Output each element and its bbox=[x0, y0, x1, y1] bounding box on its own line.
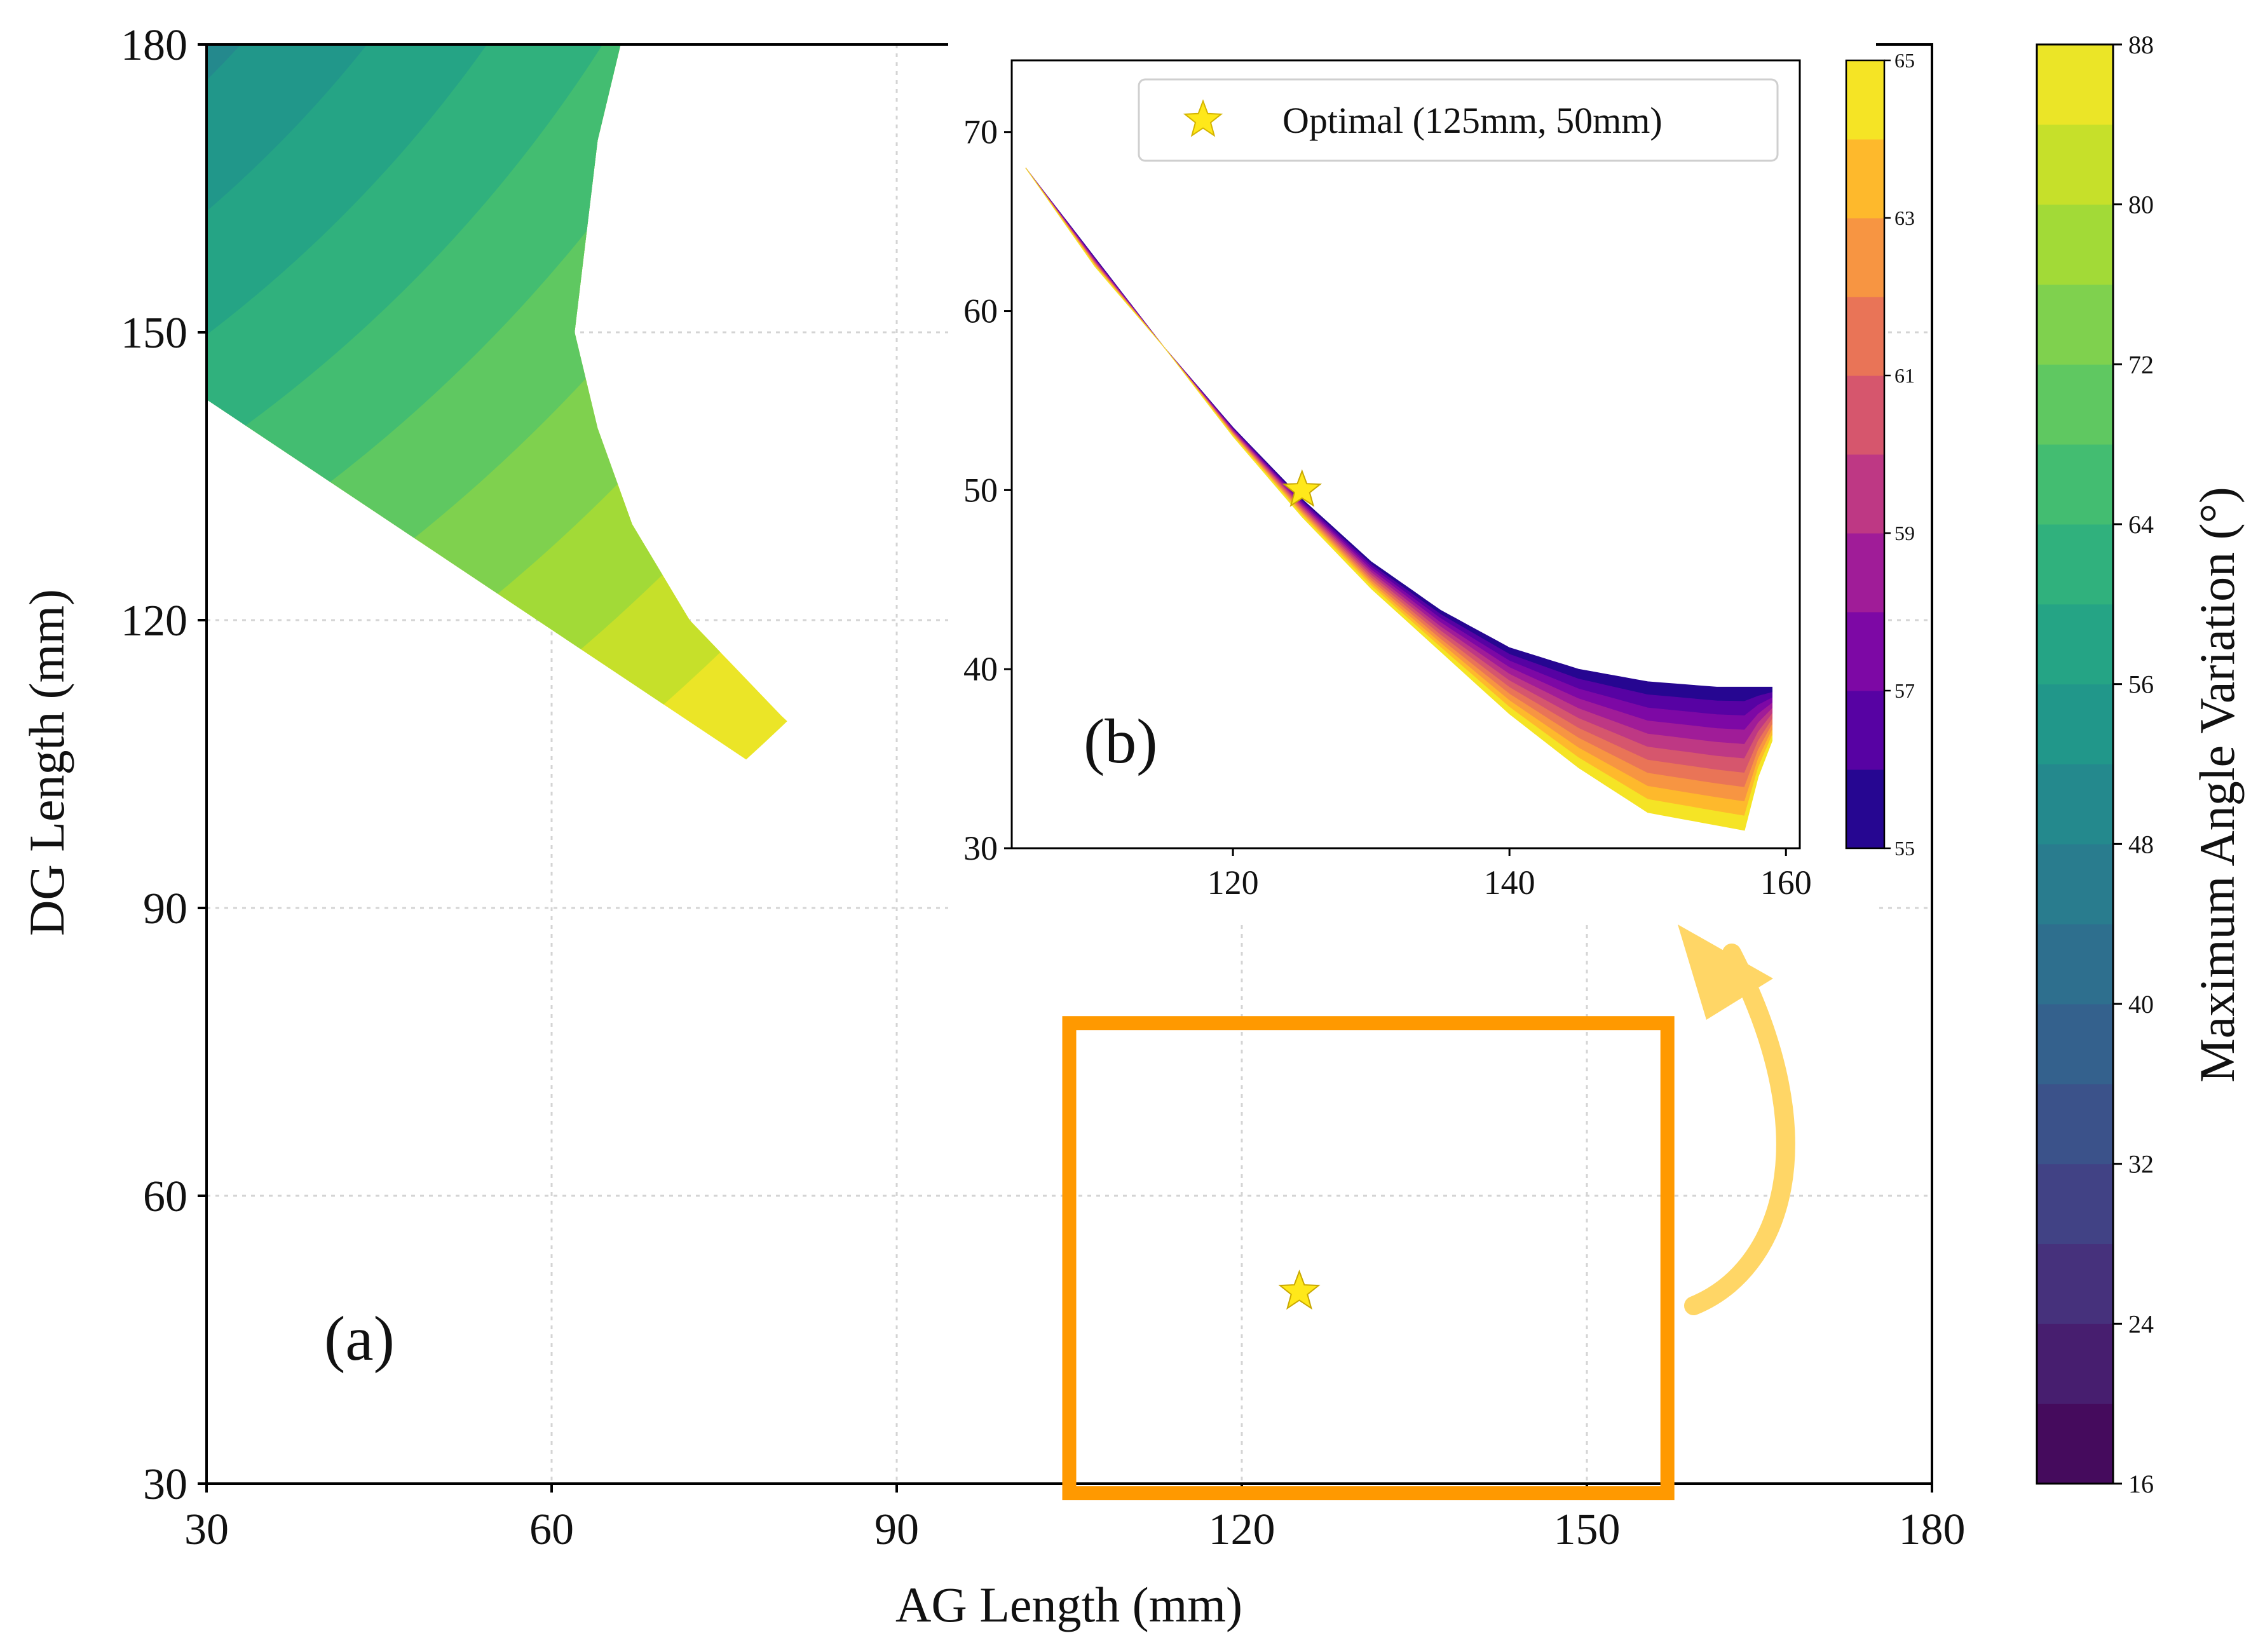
inset-colorbar-swatch bbox=[1846, 691, 1884, 770]
colorbar-swatch bbox=[2037, 124, 2113, 205]
inset-axes-frame bbox=[1010, 59, 1801, 850]
panel-label-a: (a) bbox=[324, 1303, 395, 1374]
inset-colorbar-swatch bbox=[1846, 454, 1884, 534]
colorbar-swatch bbox=[2037, 924, 2113, 1005]
y-tick-label: 180 bbox=[121, 21, 187, 70]
colorbar-swatch bbox=[2037, 1404, 2113, 1484]
colorbar-swatch bbox=[2037, 444, 2113, 525]
y-axis-label: DG Length (mm) bbox=[19, 589, 74, 936]
x-tick-label: 150 bbox=[1554, 1505, 1621, 1554]
inset-y-tick-label: 30 bbox=[963, 829, 998, 867]
highlight-box bbox=[1062, 1016, 1675, 1501]
y-tick-label: 30 bbox=[143, 1460, 187, 1509]
colorbar-tick-label: 80 bbox=[2128, 191, 2154, 219]
main-colorbar: 16 24 32 40 48 56 64 72 80 88 bbox=[2036, 30, 2154, 1498]
inset-contour-region bbox=[1025, 167, 1772, 831]
inset-contour-band bbox=[1025, 167, 1772, 831]
inset-colorbar-swatch bbox=[1846, 533, 1884, 613]
colorbar-tick-label: 48 bbox=[2128, 830, 2154, 858]
inset-y-tick-label: 50 bbox=[963, 471, 998, 509]
colorbar-tick-label: 64 bbox=[2128, 510, 2154, 539]
inset-colorbar-tick-label: 65 bbox=[1894, 49, 1915, 72]
panel-label-b: (b) bbox=[1084, 706, 1158, 776]
main-tick-marks: 30 60 90 120 150 180 30 60 90 120 150 180 bbox=[121, 21, 1966, 1554]
x-tick-label: 60 bbox=[529, 1505, 574, 1554]
inset-optimal-star-icon bbox=[1282, 469, 1323, 507]
inset-colorbar-tick-label: 55 bbox=[1894, 837, 1915, 860]
colorbar-swatch bbox=[2037, 1243, 2113, 1324]
colorbar-swatch bbox=[2037, 1004, 2113, 1085]
inset-colorbar-tick-label: 59 bbox=[1894, 522, 1915, 545]
colorbar-label: Maximum Angle Variation (°) bbox=[2189, 487, 2245, 1082]
optimal-star-icon bbox=[1278, 1269, 1321, 1310]
colorbar-tick-label: 16 bbox=[2128, 1470, 2154, 1498]
inset-tick-marks: 120 140 160 30 40 50 60 70 bbox=[963, 113, 1812, 902]
colorbar-swatch bbox=[2037, 524, 2113, 605]
inset-colorbar: 55 57 59 61 63 65 bbox=[1845, 49, 1915, 860]
colorbar-tick-label: 32 bbox=[2128, 1150, 2154, 1179]
inset-colorbar-tick-label: 63 bbox=[1894, 207, 1915, 229]
x-tick-label: 30 bbox=[184, 1505, 229, 1554]
main-contour-region bbox=[207, 44, 1403, 1310]
inset-colorbar-swatch bbox=[1846, 297, 1884, 376]
colorbar-tick-label: 72 bbox=[2128, 350, 2154, 379]
inset-y-tick-label: 40 bbox=[963, 650, 998, 688]
colorbar-swatch bbox=[2037, 44, 2113, 125]
legend-frame bbox=[1138, 78, 1779, 162]
inset-colorbar-swatch bbox=[1846, 60, 1884, 140]
x-tick-label: 180 bbox=[1899, 1505, 1966, 1554]
x-tick-label: 120 bbox=[1209, 1505, 1275, 1554]
inset-colorbar-swatch bbox=[1846, 769, 1884, 849]
colorbar-swatch bbox=[2037, 1083, 2113, 1165]
inset-colorbar-tick-label: 61 bbox=[1894, 364, 1915, 387]
colorbar-swatch bbox=[2037, 364, 2113, 445]
legend-label: Optimal (125mm, 50mm) bbox=[1282, 100, 1663, 141]
colorbar-swatch bbox=[2037, 1324, 2113, 1404]
inset-colorbar-swatch bbox=[1846, 612, 1884, 691]
colorbar-swatch bbox=[2037, 764, 2113, 844]
colorbar-tick-label: 24 bbox=[2128, 1310, 2154, 1338]
inset-colorbar-swatch bbox=[1846, 218, 1884, 297]
colorbar-swatch bbox=[2037, 204, 2113, 285]
curved-arrow bbox=[1684, 944, 1795, 1315]
colorbar-tick-label: 56 bbox=[2128, 670, 2154, 699]
colorbar-tick-label: 40 bbox=[2128, 990, 2154, 1019]
star-icon bbox=[1183, 99, 1223, 137]
colorbar-swatch bbox=[2037, 604, 2113, 685]
inset-legend: Optimal (125mm, 50mm) bbox=[1138, 78, 1779, 162]
x-tick-label: 90 bbox=[874, 1505, 919, 1554]
arrow-head-icon bbox=[1678, 924, 1773, 1020]
inset-x-tick-label: 140 bbox=[1484, 863, 1535, 902]
inset-colorbar-frame bbox=[1845, 59, 1886, 850]
colorbar-swatch bbox=[2037, 284, 2113, 365]
contour-bands bbox=[207, 44, 1403, 1278]
x-axis-label: AG Length (mm) bbox=[895, 1577, 1242, 1632]
inset-colorbar-swatch bbox=[1846, 139, 1884, 219]
y-tick-label: 120 bbox=[121, 597, 187, 646]
inset-y-tick-label: 70 bbox=[963, 113, 998, 151]
y-tick-label: 60 bbox=[143, 1172, 187, 1221]
inset-colorbar-tick-label: 57 bbox=[1894, 679, 1915, 702]
inset-x-tick-label: 160 bbox=[1760, 863, 1812, 902]
y-tick-label: 150 bbox=[121, 309, 187, 358]
inset-y-tick-label: 60 bbox=[963, 292, 998, 330]
colorbar-tick-label: 88 bbox=[2128, 30, 2154, 59]
inset-x-tick-label: 120 bbox=[1207, 863, 1259, 902]
colorbar-swatch bbox=[2037, 844, 2113, 924]
y-tick-label: 90 bbox=[143, 884, 187, 933]
colorbar-frame bbox=[2036, 43, 2114, 1485]
colorbar-swatch bbox=[2037, 684, 2113, 764]
inset-colorbar-swatch bbox=[1846, 376, 1884, 455]
colorbar-swatch bbox=[2037, 1163, 2113, 1244]
